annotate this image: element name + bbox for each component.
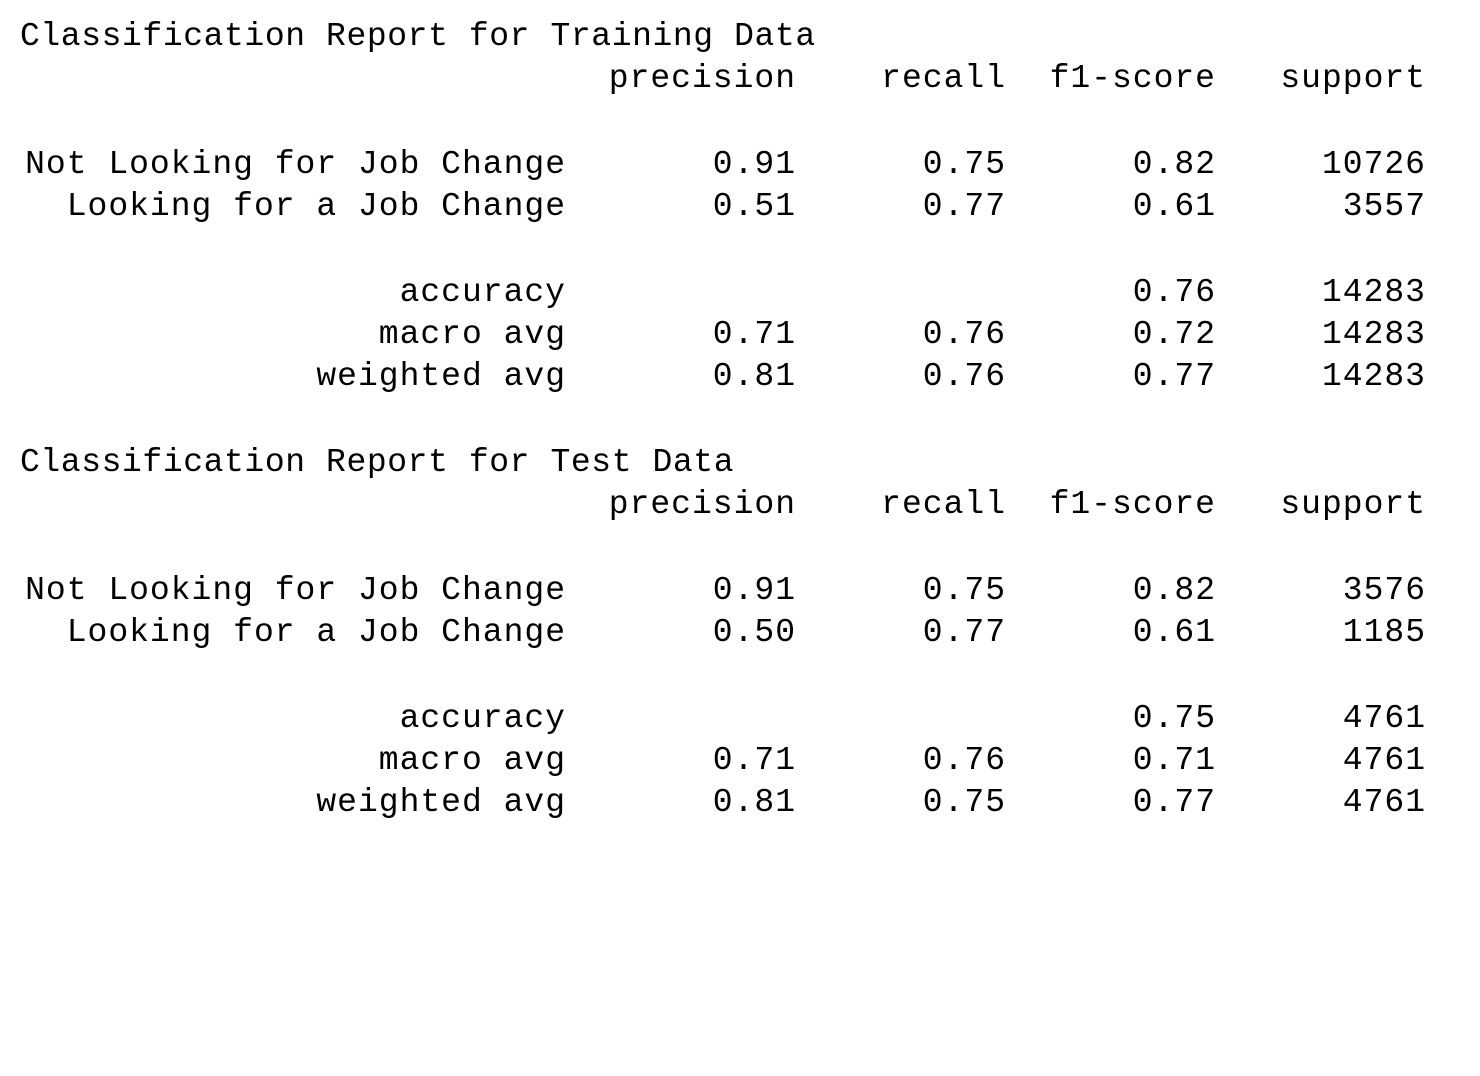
- recall-value: 0.77: [922, 188, 1006, 225]
- f1-value: 0.75: [1132, 700, 1216, 737]
- f1-value: 0.72: [1132, 316, 1216, 353]
- row-label: accuracy: [399, 700, 566, 737]
- row-label: Looking for a Job Change: [66, 188, 566, 225]
- support-value: 1185: [1342, 614, 1426, 651]
- row-label: macro avg: [378, 742, 566, 779]
- precision-value: 0.71: [712, 316, 796, 353]
- f1-value: 0.61: [1132, 614, 1216, 651]
- support-value: 3557: [1342, 188, 1426, 225]
- header-support: support: [1280, 486, 1426, 523]
- accuracy-row: accuracy 0.76 14283: [0, 272, 1480, 314]
- header-f1-score: f1-score: [1049, 486, 1216, 523]
- weighted-avg-row: weighted avg 0.81 0.75 0.77 4761: [0, 782, 1480, 824]
- row-label: weighted avg: [316, 358, 566, 395]
- recall-value: 0.75: [922, 784, 1006, 821]
- recall-value: 0.76: [922, 358, 1006, 395]
- recall-value: 0.75: [922, 146, 1006, 183]
- report-title: Classification Report for Test Data: [20, 444, 735, 481]
- f1-value: 0.76: [1132, 274, 1216, 311]
- row-label: Not Looking for Job Change: [25, 146, 566, 183]
- support-value: 3576: [1342, 572, 1426, 609]
- header-row: precision recall f1-score support: [0, 484, 1480, 526]
- header-support: support: [1280, 60, 1426, 97]
- recall-value: 0.76: [922, 742, 1006, 779]
- support-value: 10726: [1321, 146, 1426, 183]
- header-precision: precision: [608, 486, 796, 523]
- macro-avg-row: macro avg 0.71 0.76 0.72 14283: [0, 314, 1480, 356]
- f1-value: 0.82: [1132, 572, 1216, 609]
- weighted-avg-row: weighted avg 0.81 0.76 0.77 14283: [0, 356, 1480, 398]
- header-recall: recall: [881, 60, 1006, 97]
- support-value: 4761: [1342, 784, 1426, 821]
- support-value: 4761: [1342, 700, 1426, 737]
- header-recall: recall: [881, 486, 1006, 523]
- header-precision: precision: [608, 60, 796, 97]
- row-label: accuracy: [399, 274, 566, 311]
- support-value: 4761: [1342, 742, 1426, 779]
- precision-value: 0.71: [712, 742, 796, 779]
- header-row: precision recall f1-score support: [0, 58, 1480, 100]
- training-report: Classification Report for Training Data …: [0, 16, 1480, 398]
- class-row: Not Looking for Job Change 0.91 0.75 0.8…: [0, 570, 1480, 612]
- support-value: 14283: [1321, 358, 1426, 395]
- precision-value: 0.91: [712, 572, 796, 609]
- support-value: 14283: [1321, 316, 1426, 353]
- precision-value: 0.50: [712, 614, 796, 651]
- recall-value: 0.77: [922, 614, 1006, 651]
- row-label: Not Looking for Job Change: [25, 572, 566, 609]
- header-f1-score: f1-score: [1049, 60, 1216, 97]
- class-row: Looking for a Job Change 0.50 0.77 0.61 …: [0, 612, 1480, 654]
- f1-value: 0.82: [1132, 146, 1216, 183]
- recall-value: 0.75: [922, 572, 1006, 609]
- accuracy-row: accuracy 0.75 4761: [0, 698, 1480, 740]
- f1-value: 0.71: [1132, 742, 1216, 779]
- class-row: Not Looking for Job Change 0.91 0.75 0.8…: [0, 144, 1480, 186]
- report-title: Classification Report for Training Data: [20, 18, 816, 55]
- class-row: Looking for a Job Change 0.51 0.77 0.61 …: [0, 186, 1480, 228]
- test-report: Classification Report for Test Data prec…: [0, 442, 1480, 824]
- f1-value: 0.77: [1132, 358, 1216, 395]
- row-label: macro avg: [378, 316, 566, 353]
- precision-value: 0.91: [712, 146, 796, 183]
- row-label: Looking for a Job Change: [66, 614, 566, 651]
- support-value: 14283: [1321, 274, 1426, 311]
- f1-value: 0.77: [1132, 784, 1216, 821]
- precision-value: 0.51: [712, 188, 796, 225]
- row-label: weighted avg: [316, 784, 566, 821]
- precision-value: 0.81: [712, 358, 796, 395]
- macro-avg-row: macro avg 0.71 0.76 0.71 4761: [0, 740, 1480, 782]
- precision-value: 0.81: [712, 784, 796, 821]
- f1-value: 0.61: [1132, 188, 1216, 225]
- recall-value: 0.76: [922, 316, 1006, 353]
